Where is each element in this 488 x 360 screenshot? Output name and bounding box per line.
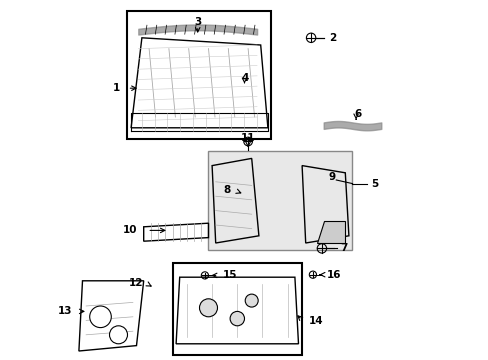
Circle shape — [199, 299, 217, 317]
Text: 7: 7 — [339, 243, 346, 253]
Text: 14: 14 — [308, 316, 323, 326]
Text: 6: 6 — [353, 109, 361, 120]
Bar — [208, 151, 352, 250]
Text: 8: 8 — [223, 185, 230, 195]
Circle shape — [89, 306, 111, 328]
Text: 13: 13 — [58, 306, 72, 316]
Text: 4: 4 — [241, 73, 248, 83]
Text: 15: 15 — [223, 270, 237, 280]
Polygon shape — [316, 221, 345, 243]
Text: 12: 12 — [128, 278, 142, 288]
Circle shape — [109, 326, 127, 344]
Circle shape — [230, 311, 244, 326]
Text: 11: 11 — [241, 132, 255, 143]
Bar — [172, 263, 302, 355]
Text: 5: 5 — [370, 179, 378, 189]
Circle shape — [244, 294, 258, 307]
Text: 9: 9 — [327, 172, 335, 182]
Text: 16: 16 — [326, 270, 341, 280]
Text: 10: 10 — [122, 225, 137, 235]
Text: 2: 2 — [328, 33, 336, 43]
Text: 1: 1 — [113, 83, 120, 93]
Bar — [127, 11, 271, 139]
Text: 3: 3 — [194, 17, 201, 27]
